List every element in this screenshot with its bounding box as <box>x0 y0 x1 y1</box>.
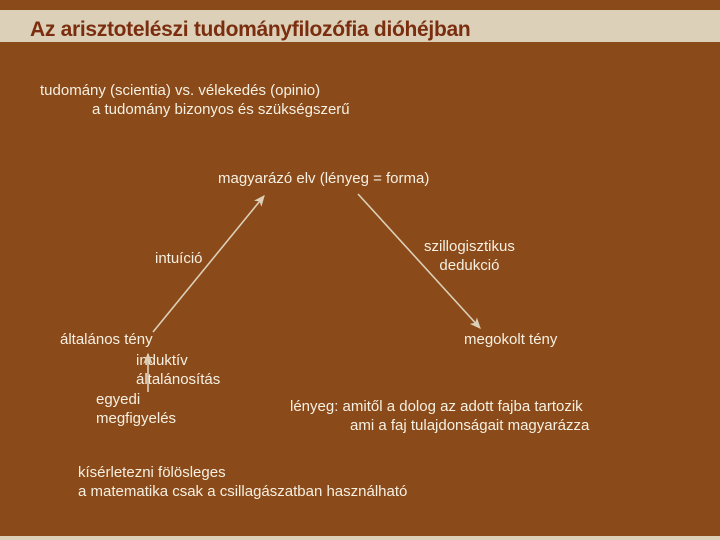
single-line-2: megfigyelés <box>96 410 176 427</box>
bottom-notes: kísérletezni fölösleges a matematika csa… <box>78 464 407 502</box>
subtitle-line-1: tudomány (scientia) vs. vélekedés (opini… <box>40 82 320 101</box>
syllogistic-line-2: dedukció <box>439 257 499 274</box>
essence-line-1: lényeg: amitől a dolog az adott fajba ta… <box>290 398 583 415</box>
essence-line-2: ami a faj tulajdonságait magyarázza <box>290 417 589 434</box>
general-fact-label: általános tény <box>60 331 153 350</box>
syllogistic-line-1: szillogisztikus <box>424 238 515 255</box>
single-observation-label: egyedi megfigyelés <box>96 391 176 429</box>
footer-band <box>0 536 720 540</box>
page-title: Az arisztotelészi tudományfilozófia dióh… <box>30 18 690 42</box>
principle-label: magyarázó elv (lényeg = forma) <box>218 170 429 189</box>
arrows-overlay <box>0 0 720 540</box>
inductive-line-2: általánosítás <box>136 371 220 388</box>
justified-fact-label: megokolt tény <box>464 331 557 350</box>
inductive-label: induktív általánosítás <box>136 352 220 390</box>
inductive-line-1: induktív <box>136 352 188 369</box>
syllogistic-label: szillogisztikus dedukció <box>424 238 515 276</box>
title-band: Az arisztotelészi tudományfilozófia dióh… <box>0 10 720 42</box>
intuition-label: intuíció <box>155 250 203 269</box>
bottom-line-1: kísérletezni fölösleges <box>78 464 226 481</box>
single-line-1: egyedi <box>96 391 140 408</box>
subtitle-line-2: a tudomány bizonyos és szükségszerű <box>92 101 350 120</box>
bottom-line-2: a matematika csak a csillagászatban hasz… <box>78 483 407 500</box>
essence-definition: lényeg: amitől a dolog az adott fajba ta… <box>290 398 589 436</box>
